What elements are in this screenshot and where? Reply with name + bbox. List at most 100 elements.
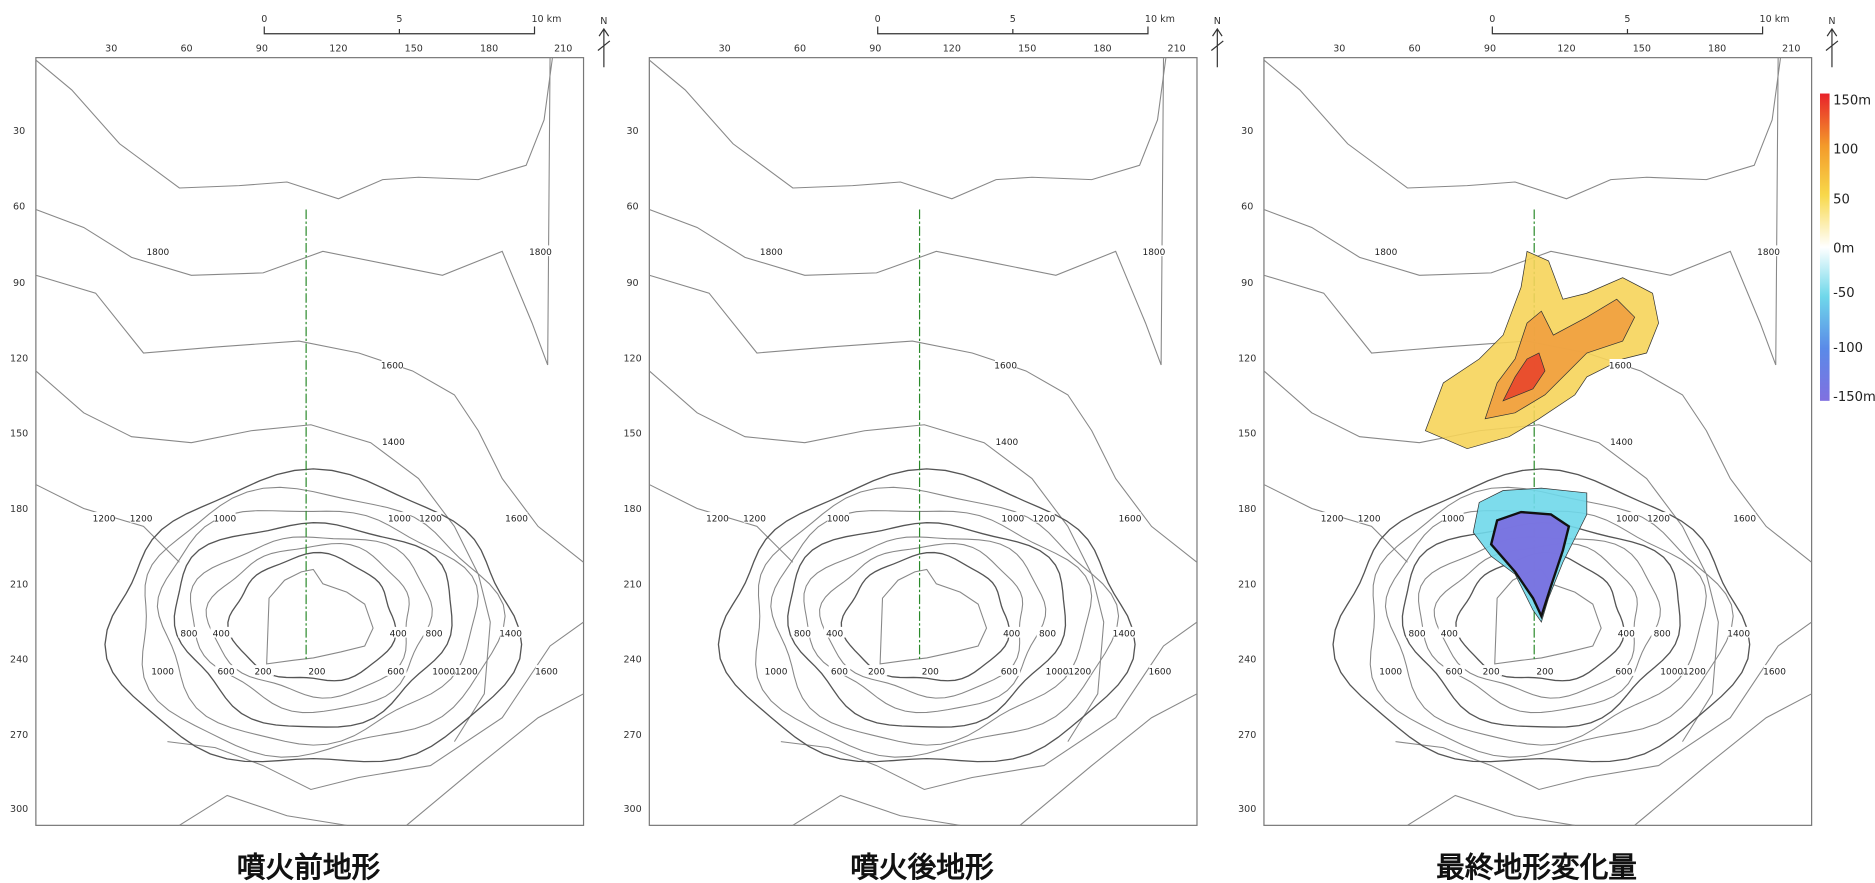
contour-label: 1000 <box>1046 668 1069 678</box>
colorbar-label: -100 <box>1833 341 1863 356</box>
panel-title: 噴火前地形 <box>237 850 381 883</box>
label-bg <box>865 665 888 676</box>
x-tick-label: 210 <box>1168 44 1186 55</box>
x-tick-label: 30 <box>105 44 117 55</box>
contour-label: 1400 <box>1610 438 1633 448</box>
label-bg <box>1321 512 1343 523</box>
contour-ring <box>189 536 433 714</box>
contour-ring <box>755 486 1120 758</box>
contour-label: 1000 <box>765 668 788 678</box>
contour-label: 1800 <box>1143 248 1166 258</box>
x-tick-label: 30 <box>1333 44 1345 55</box>
label-bg <box>791 626 814 638</box>
contour-label: 1800 <box>529 248 552 258</box>
contour-label: 1200 <box>1683 668 1706 678</box>
y-tick-label: 300 <box>1238 804 1256 815</box>
label-bg <box>1442 512 1464 523</box>
contour-label: 1400 <box>499 629 522 639</box>
label-bg <box>419 512 442 523</box>
label-bg <box>998 665 1021 676</box>
contour-line <box>1263 57 1779 366</box>
x-tick-label: 210 <box>1782 44 1800 55</box>
y-tick-label: 30 <box>1241 126 1253 137</box>
label-bg <box>147 245 169 257</box>
label-bg <box>1534 665 1556 676</box>
x-tick-label: 60 <box>1409 44 1421 55</box>
contour-line <box>1395 621 1812 791</box>
contour-label: 600 <box>217 668 234 678</box>
contour-label: 200 <box>922 668 939 678</box>
north-arrow <box>597 27 611 68</box>
colorbar-label: 150m <box>1833 93 1871 108</box>
label-bg <box>1610 435 1633 447</box>
label-bg <box>1000 626 1023 638</box>
north-arrow <box>1825 27 1839 68</box>
contour-label: 600 <box>831 668 848 678</box>
scale-label: 0 <box>875 14 881 25</box>
contour-ring <box>205 542 410 699</box>
contour-label: 800 <box>1039 629 1056 639</box>
scale-bar <box>1491 26 1764 35</box>
y-tick-label: 30 <box>13 126 25 137</box>
contour-label: 400 <box>1441 629 1458 639</box>
y-tick-label: 210 <box>10 579 28 590</box>
contour-label: 1000 <box>1379 668 1402 678</box>
crater-rim <box>879 568 988 665</box>
contour-label: 1200 <box>130 515 153 525</box>
panel-title: 最終地形変化量 <box>1436 850 1637 883</box>
contour-ring <box>819 542 1024 699</box>
contour-label: 1000 <box>1660 668 1683 678</box>
y-tick-label: 180 <box>623 504 641 515</box>
contour-label: 1200 <box>706 515 729 525</box>
label-bg <box>1757 245 1780 257</box>
y-tick-label: 90 <box>13 278 25 289</box>
label-bg <box>827 512 850 523</box>
contour-ring <box>1433 542 1638 699</box>
y-tick-label: 270 <box>1238 730 1256 741</box>
contour-label: 200 <box>1483 668 1500 678</box>
contour-label: 1600 <box>1733 515 1756 525</box>
label-bg <box>1727 626 1750 638</box>
label-bg <box>455 665 478 676</box>
contour-label: 1000 <box>432 668 455 678</box>
contour-ring <box>803 536 1047 714</box>
contour-label: 1800 <box>1757 248 1780 258</box>
crater-rim <box>1494 568 1602 665</box>
contour-ring <box>770 510 1093 746</box>
y-tick-label: 150 <box>623 429 641 440</box>
contour-ring <box>787 522 1067 728</box>
label-bg <box>387 626 409 638</box>
contour-label: 1000 <box>1616 515 1639 525</box>
contour-label: 1400 <box>1113 629 1136 639</box>
label-bg <box>1143 245 1165 257</box>
contour-ring <box>1455 551 1625 682</box>
y-tick-label: 300 <box>623 804 641 815</box>
x-tick-label: 60 <box>180 44 192 55</box>
contour-ring <box>227 551 397 682</box>
label-bg <box>1443 665 1465 676</box>
contour-ring <box>156 510 479 746</box>
contour-label: 1000 <box>151 668 174 678</box>
colorbar-label: 0m <box>1833 242 1854 257</box>
y-tick-label: 120 <box>1238 353 1256 364</box>
scale-bar <box>263 26 536 35</box>
x-tick-label: 90 <box>256 44 268 55</box>
contour-line <box>1019 693 1198 826</box>
x-tick-label: 150 <box>1018 44 1036 55</box>
label-bg <box>1033 512 1055 523</box>
contour-label: 1200 <box>743 515 766 525</box>
y-tick-label: 210 <box>1238 579 1256 590</box>
label-bg <box>760 245 783 257</box>
label-bg <box>1002 512 1024 523</box>
contour-label: 1000 <box>388 515 411 525</box>
label-bg <box>1036 626 1059 638</box>
label-bg <box>432 665 455 676</box>
scale-label: 10 km <box>1760 14 1790 25</box>
y-tick-label: 60 <box>13 202 25 213</box>
x-tick-label: 180 <box>1093 44 1111 55</box>
contour-ring <box>840 551 1011 682</box>
contour-label: 200 <box>308 668 325 678</box>
y-tick-label: 240 <box>1238 655 1256 666</box>
